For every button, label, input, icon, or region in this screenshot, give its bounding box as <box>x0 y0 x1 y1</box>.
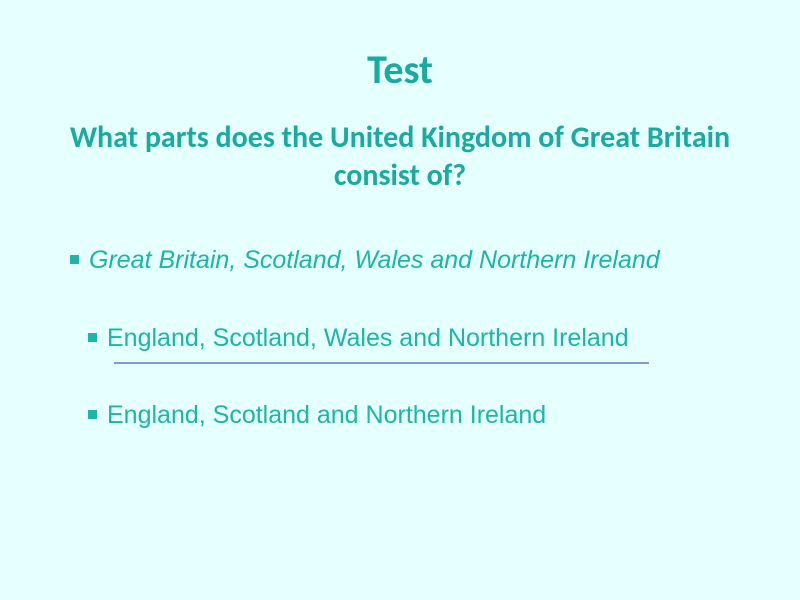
bullet-icon <box>88 333 97 342</box>
option-3: England, Scotland and Northern Ireland <box>70 399 760 432</box>
bullet-icon <box>88 410 97 419</box>
option-1: Great Britain, Scotland, Wales and North… <box>70 244 760 277</box>
options-list: Great Britain, Scotland, Wales and North… <box>40 244 760 432</box>
option-text-1: Great Britain, Scotland, Wales and North… <box>89 244 660 277</box>
slide-title: Test <box>40 45 760 94</box>
bullet-icon <box>70 255 79 264</box>
underline-indicator <box>114 362 649 364</box>
option-text-2: England, Scotland, Wales and Northern Ir… <box>107 322 629 355</box>
option-text-3: England, Scotland and Northern Ireland <box>107 399 546 432</box>
question-text: What parts does the United Kingdom of Gr… <box>40 119 760 194</box>
slide-container: Test What parts does the United Kingdom … <box>0 0 800 600</box>
option-2: England, Scotland, Wales and Northern Ir… <box>70 322 760 355</box>
